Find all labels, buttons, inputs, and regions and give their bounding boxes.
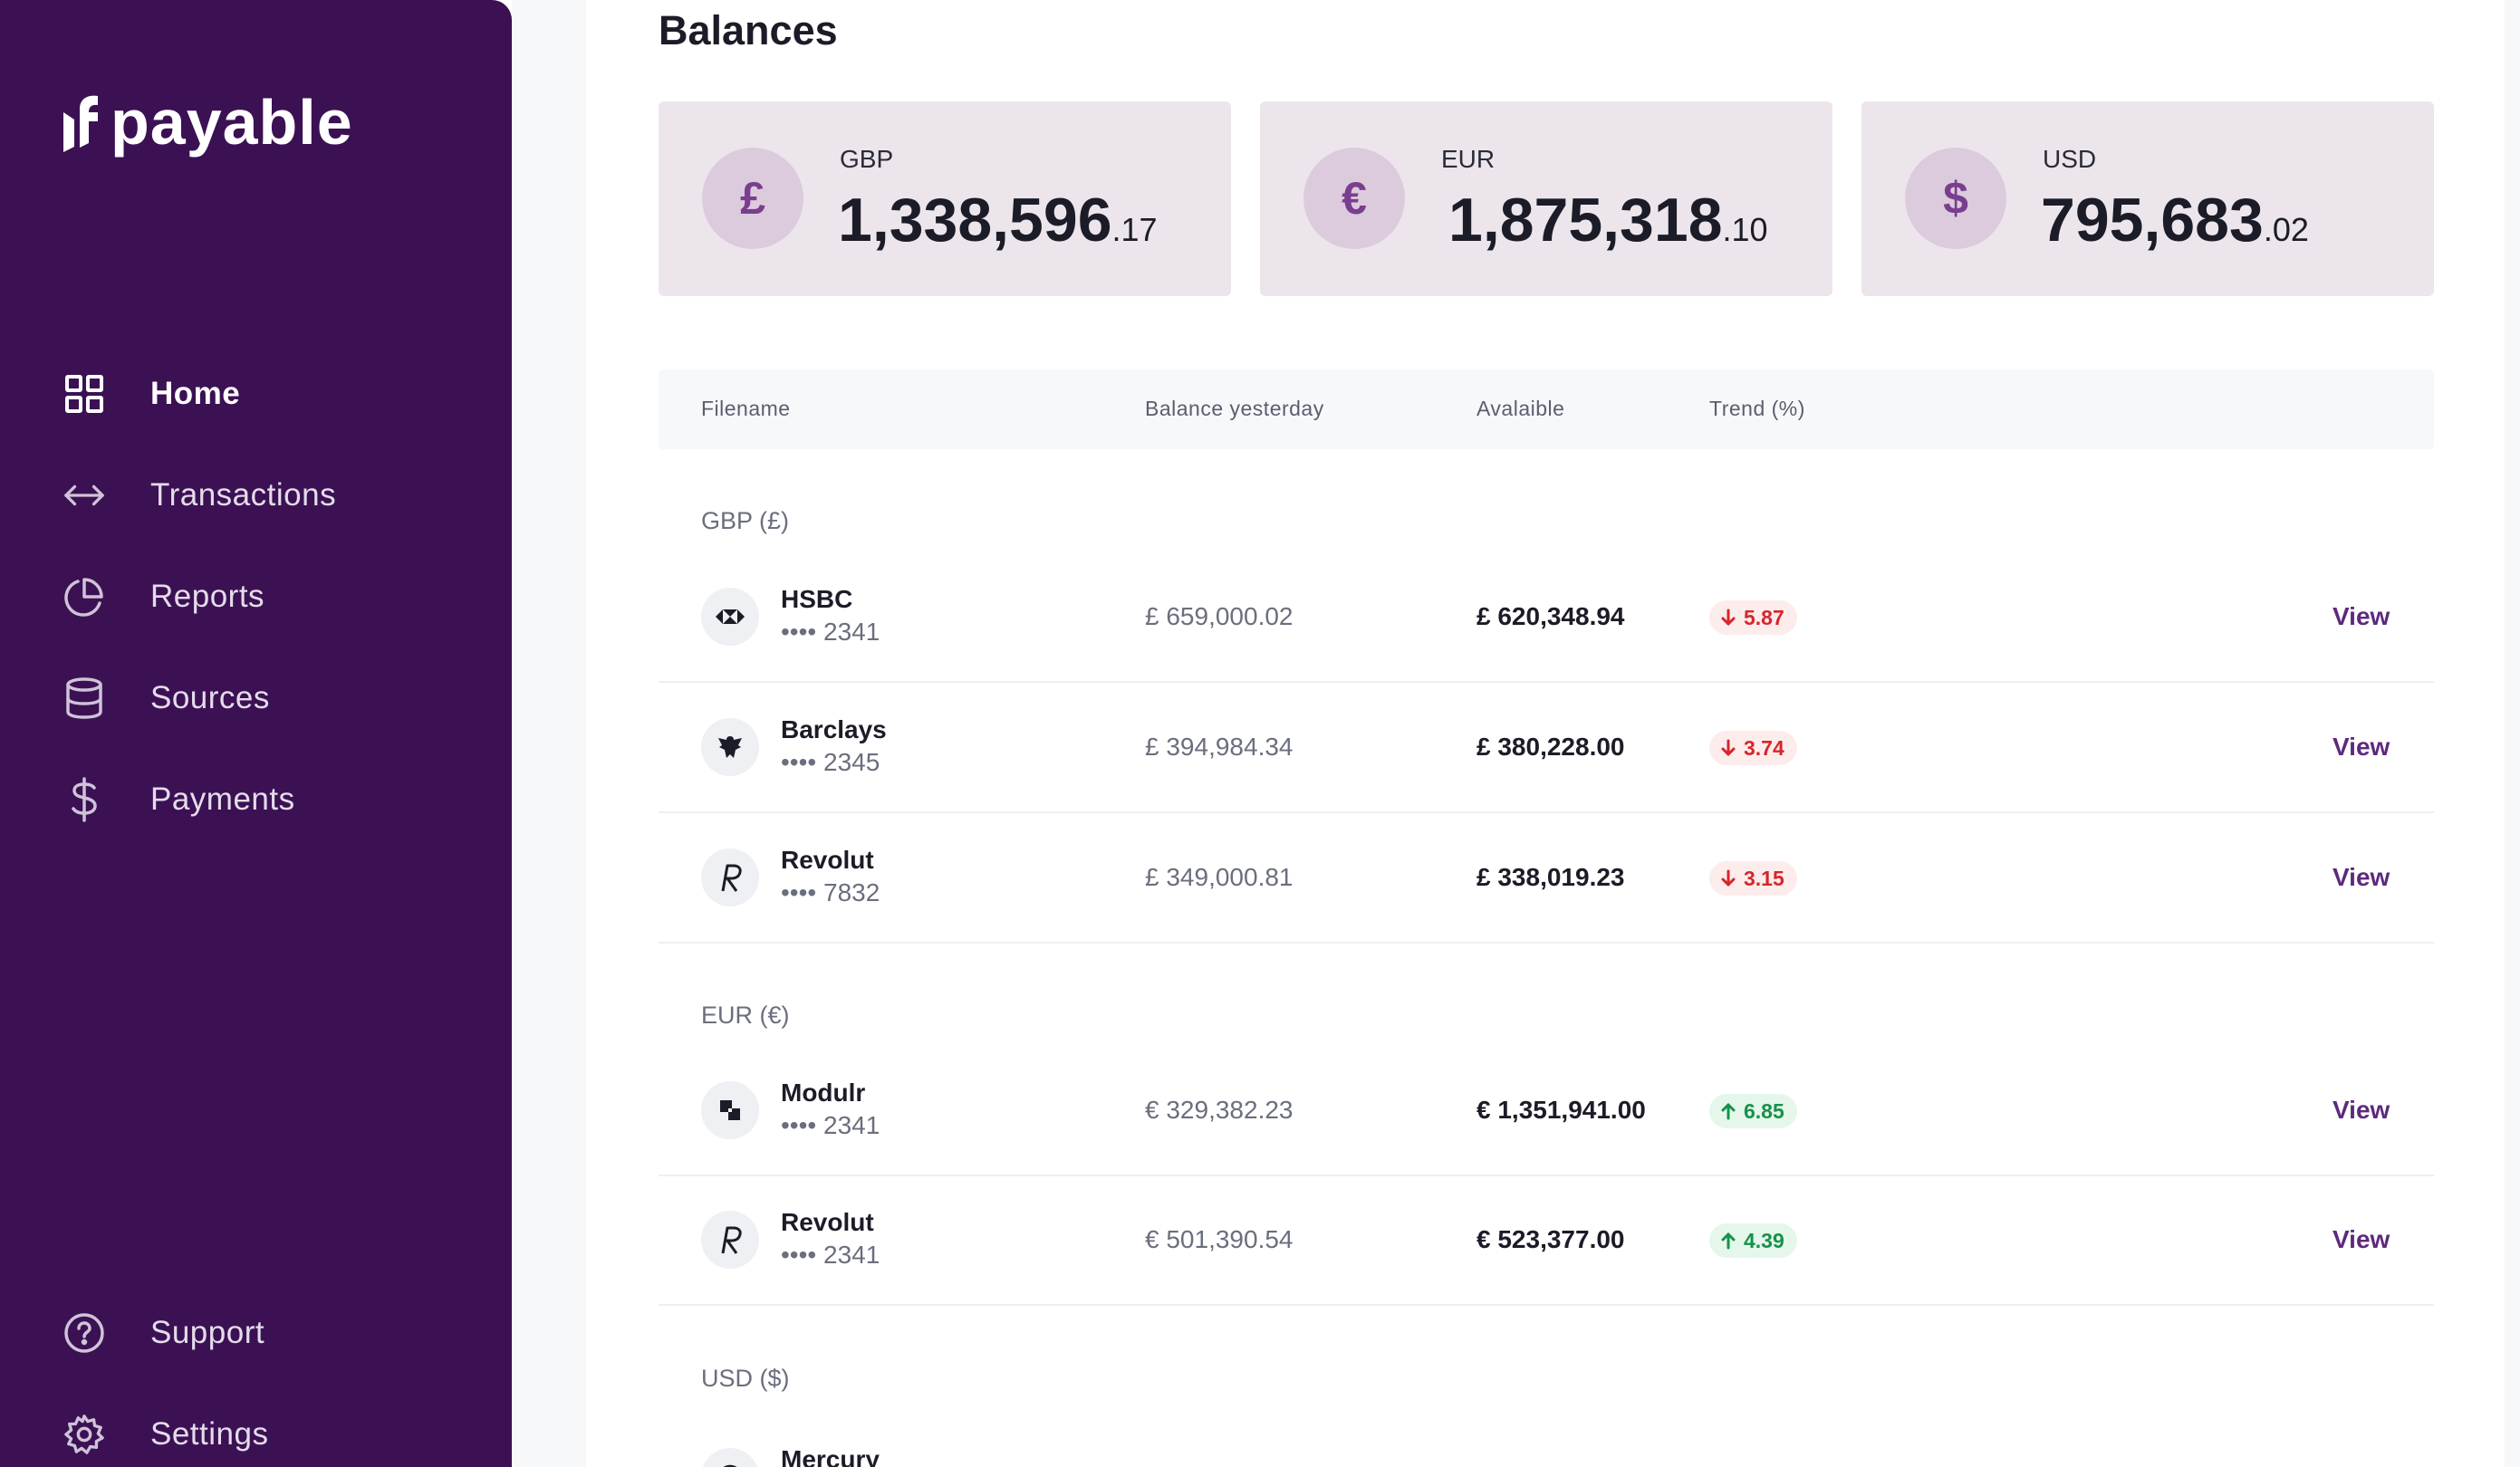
nav-item-payments[interactable]: Payments <box>63 772 295 827</box>
group-label-gbp: GBP (£) <box>701 507 790 534</box>
pound-icon: £ <box>702 148 803 249</box>
group-label-usd: USD ($) <box>701 1365 790 1392</box>
trend-badge: 4.39 <box>1709 1223 1797 1258</box>
column-header-filename[interactable]: Filename <box>701 397 791 420</box>
arrow-down-icon <box>1721 869 1736 887</box>
column-header-trend[interactable]: Trend (%) <box>1709 397 1805 420</box>
bank-name: Revolut <box>781 1208 874 1236</box>
bank-name: HSBC <box>781 585 853 613</box>
arrow-up-icon <box>1721 1232 1736 1250</box>
nav-label-home: Home <box>150 376 241 411</box>
brand-name: payable <box>111 87 353 158</box>
balance-amount: 1,338,596.17 <box>838 186 1158 254</box>
view-link[interactable]: View <box>2332 602 2390 630</box>
currency-code: GBP <box>840 145 894 173</box>
nav-label-reports: Reports <box>150 579 265 614</box>
database-icon <box>63 677 105 719</box>
sidebar: payable Home Transactions Reports <box>0 0 512 1467</box>
view-link[interactable]: View <box>2332 1096 2390 1124</box>
nav-item-home[interactable]: Home <box>63 367 240 421</box>
pie-chart-icon <box>63 576 105 618</box>
column-header-available[interactable]: Avalaible <box>1476 397 1565 420</box>
bank-name: Mercury <box>781 1445 880 1467</box>
trend-badge: 5.87 <box>1709 600 1797 635</box>
available-balance: € 1,351,941.00 <box>1476 1096 1646 1124</box>
trend-badge: 6.85 <box>1709 1094 1797 1128</box>
bank-name: Barclays <box>781 715 887 743</box>
help-circle-icon <box>63 1312 105 1354</box>
balance-card-gbp[interactable]: £ GBP 1,338,596.17 <box>659 101 1231 296</box>
currency-code: EUR <box>1441 145 1496 173</box>
arrow-down-icon <box>1721 609 1736 626</box>
account-number: •••• 7832 <box>781 878 880 906</box>
balance-yesterday: € 329,382.23 <box>1145 1096 1294 1124</box>
balance-yesterday: £ 349,000.81 <box>1145 863 1294 891</box>
balance-yesterday: € 501,390.54 <box>1145 1225 1294 1253</box>
arrow-up-icon <box>1721 1103 1736 1120</box>
revolut-logo-icon <box>701 1211 759 1269</box>
balance-card-usd[interactable]: $ USD 795,683.02 <box>1861 101 2434 296</box>
payable-logo-mark-icon <box>63 95 98 152</box>
available-balance: £ 338,019.23 <box>1476 863 1625 891</box>
nav-item-sources[interactable]: Sources <box>63 671 270 725</box>
available-balance: € 523,377.00 <box>1476 1225 1625 1253</box>
euro-icon: € <box>1303 148 1405 249</box>
trend-badge: 3.74 <box>1709 731 1797 765</box>
nav-label-sources: Sources <box>150 680 270 715</box>
available-balance: £ 620,348.94 <box>1476 602 1625 630</box>
table-row[interactable]: Revolut •••• 2341 € 501,390.54 € 523,377… <box>659 1175 2434 1306</box>
table-row[interactable]: Barclays •••• 2345 £ 394,984.34 £ 380,22… <box>659 683 2434 813</box>
balance-card-eur[interactable]: € EUR 1,875,318.10 <box>1260 101 1832 296</box>
table-header: Filename Balance yesterday Avalaible Tre… <box>659 369 2434 449</box>
barclays-eagle-icon <box>701 718 759 776</box>
gear-icon <box>63 1414 105 1455</box>
nav-item-settings[interactable]: Settings <box>63 1407 268 1462</box>
arrow-down-icon <box>1721 739 1736 756</box>
nav-item-support[interactable]: Support <box>63 1306 265 1360</box>
trend-badge: 3.15 <box>1709 861 1797 896</box>
column-header-balance-yesterday[interactable]: Balance yesterday <box>1145 397 1324 420</box>
nav-item-transactions[interactable]: Transactions <box>63 468 336 523</box>
grid-icon <box>63 373 105 415</box>
nav-label-settings: Settings <box>150 1416 269 1452</box>
balance-amount: 1,875,318.10 <box>1448 186 1768 254</box>
group-label-eur: EUR (€) <box>701 1002 790 1029</box>
table-row[interactable]: Mercury <box>659 1413 2434 1467</box>
payable-logo[interactable]: payable <box>60 91 353 154</box>
page-title: Balances <box>659 7 838 53</box>
balance-yesterday: £ 394,984.34 <box>1145 733 1294 761</box>
dollar-icon: $ <box>1905 148 2006 249</box>
account-number: •••• 2341 <box>781 618 880 646</box>
view-link[interactable]: View <box>2332 863 2390 891</box>
balance-yesterday: £ 659,000.02 <box>1145 602 1294 630</box>
revolut-logo-icon <box>701 849 759 906</box>
bank-name: Modulr <box>781 1079 866 1107</box>
nav-label-payments: Payments <box>150 781 295 817</box>
balance-amount: 795,683.02 <box>2041 186 2309 254</box>
arrows-horizontal-icon <box>63 475 105 516</box>
view-link[interactable]: View <box>2332 1225 2390 1253</box>
right-gutter <box>2505 0 2520 1467</box>
table-row[interactable]: Modulr •••• 2341 € 329,382.23 € 1,351,94… <box>659 1046 2434 1176</box>
hsbc-logo-icon <box>701 588 759 646</box>
nav-label-transactions: Transactions <box>150 477 337 513</box>
table-row[interactable]: Revolut •••• 7832 £ 349,000.81 £ 338,019… <box>659 813 2434 944</box>
account-number: •••• 2341 <box>781 1241 880 1269</box>
mercury-logo-icon <box>701 1448 759 1467</box>
available-balance: £ 380,228.00 <box>1476 733 1625 761</box>
view-link[interactable]: View <box>2332 733 2390 761</box>
modulr-logo-icon <box>701 1081 759 1139</box>
dollar-icon <box>63 777 105 822</box>
account-number: •••• 2341 <box>781 1111 880 1139</box>
nav-item-reports[interactable]: Reports <box>63 570 265 624</box>
content-gutter <box>512 0 586 1467</box>
table-row[interactable]: HSBC •••• 2341 £ 659,000.02 £ 620,348.94… <box>659 552 2434 683</box>
account-number: •••• 2345 <box>781 748 880 776</box>
bank-name: Revolut <box>781 846 874 874</box>
currency-code: USD <box>2043 145 2097 173</box>
nav-label-support: Support <box>150 1315 265 1350</box>
